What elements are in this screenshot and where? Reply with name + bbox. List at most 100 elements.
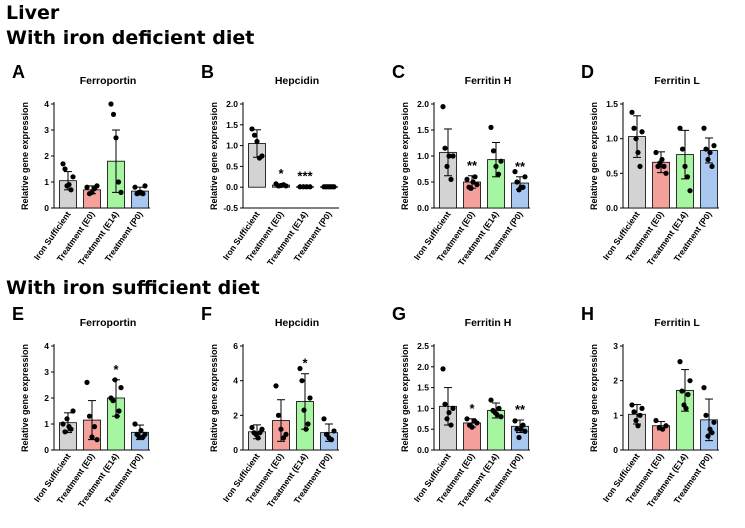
data-point	[254, 138, 260, 145]
data-point	[679, 388, 685, 394]
data-point	[89, 189, 95, 195]
significance-stars: *	[113, 362, 119, 377]
data-point	[711, 143, 717, 149]
data-point	[446, 153, 452, 159]
y-axis-label: Relative gene expression	[209, 102, 219, 210]
data-point	[522, 428, 528, 434]
data-point	[94, 437, 100, 443]
data-point	[113, 135, 119, 141]
y-tick-label: 1.0	[417, 403, 429, 413]
data-point	[278, 426, 284, 432]
y-tick-label: 0.5	[226, 161, 238, 171]
y-axis-label: Relative gene expression	[20, 344, 30, 452]
data-point	[709, 163, 715, 169]
data-point	[255, 435, 261, 441]
data-point	[488, 397, 494, 403]
y-tick-label: 0	[44, 445, 49, 455]
y-tick-label: 0.5	[417, 177, 429, 187]
data-point	[469, 424, 475, 430]
y-tick-label: 1.5	[606, 99, 618, 109]
panel-b: B Hepcidin Relative gene expression -0.5 0.0…	[201, 62, 339, 267]
significance-stars: **	[467, 158, 478, 173]
y-tick-label: 1	[613, 410, 618, 420]
y-tick-label: 0	[233, 445, 238, 455]
data-point	[114, 413, 120, 419]
data-point	[518, 426, 524, 432]
data-point	[512, 418, 518, 424]
data-point	[132, 184, 138, 190]
data-point	[464, 416, 470, 422]
data-point	[448, 176, 454, 182]
data-point	[687, 188, 693, 194]
panel-letter: D	[581, 62, 594, 82]
data-point	[70, 408, 76, 414]
y-tick-label: 4	[44, 99, 49, 109]
panel-a: A Ferroportin Relative gene expression 0 1 2 3…	[12, 62, 150, 267]
y-tick-label: 2.0	[226, 99, 238, 109]
y-axis-label: Relative gene expression	[209, 344, 219, 452]
data-point	[442, 401, 448, 407]
data-point	[474, 182, 480, 188]
data-point	[660, 426, 666, 432]
data-point	[108, 101, 114, 107]
data-point	[711, 419, 717, 425]
data-point	[512, 169, 518, 175]
data-point	[86, 413, 93, 419]
data-point	[331, 184, 337, 190]
data-point	[516, 434, 522, 441]
section-heading-sufficient: With iron sufficient diet	[6, 277, 260, 299]
significance-stars: **	[515, 159, 526, 174]
y-tick-label: 0	[613, 445, 618, 455]
tissue-heading: Liver	[6, 2, 60, 24]
data-point	[679, 146, 686, 152]
y-tick-label: 1	[44, 177, 49, 187]
data-point	[653, 149, 659, 156]
data-point	[94, 183, 100, 189]
data-point	[705, 156, 711, 163]
data-point	[307, 184, 313, 190]
significance-stars: *	[278, 166, 284, 181]
data-point	[490, 148, 497, 154]
panel-letter: G	[392, 304, 406, 324]
data-point	[62, 429, 68, 435]
y-axis-label: Relative gene expression	[589, 344, 599, 452]
panel-letter: B	[201, 62, 214, 82]
y-tick-label: 1.0	[417, 151, 429, 161]
data-point	[703, 146, 709, 152]
data-point	[299, 378, 305, 384]
data-point	[464, 176, 470, 182]
data-point	[446, 409, 452, 416]
y-tick-label: 0.0	[417, 203, 429, 213]
data-point	[685, 391, 691, 398]
data-point	[701, 385, 707, 391]
data-point	[520, 422, 526, 428]
y-tick-label: 0.0	[606, 203, 618, 213]
y-axis-label: Relative gene expression	[589, 102, 599, 210]
data-point	[115, 179, 122, 185]
data-point	[470, 179, 476, 185]
y-tick-label: 3	[613, 341, 618, 351]
data-point	[635, 423, 641, 429]
data-point	[629, 402, 635, 408]
data-point	[301, 407, 307, 413]
data-point	[633, 417, 639, 424]
data-point	[450, 405, 456, 411]
data-point	[307, 395, 313, 401]
data-point	[64, 416, 70, 422]
data-point	[444, 163, 450, 169]
significance-stars: ***	[297, 169, 313, 184]
data-point	[328, 437, 335, 443]
data-point	[259, 153, 265, 159]
data-point	[637, 163, 643, 169]
data-point	[661, 163, 667, 169]
y-axis-label: Relative gene expression	[400, 102, 410, 210]
data-point	[275, 412, 282, 418]
data-point	[677, 359, 683, 365]
y-tick-label: 2.5	[417, 341, 429, 351]
y-tick-label: 1.5	[226, 120, 238, 130]
panel-letter: A	[12, 62, 25, 82]
panel-e: E Ferroportin Relative gene expression 0 1 2 3…	[12, 304, 150, 509]
y-tick-label: 2	[233, 410, 238, 420]
